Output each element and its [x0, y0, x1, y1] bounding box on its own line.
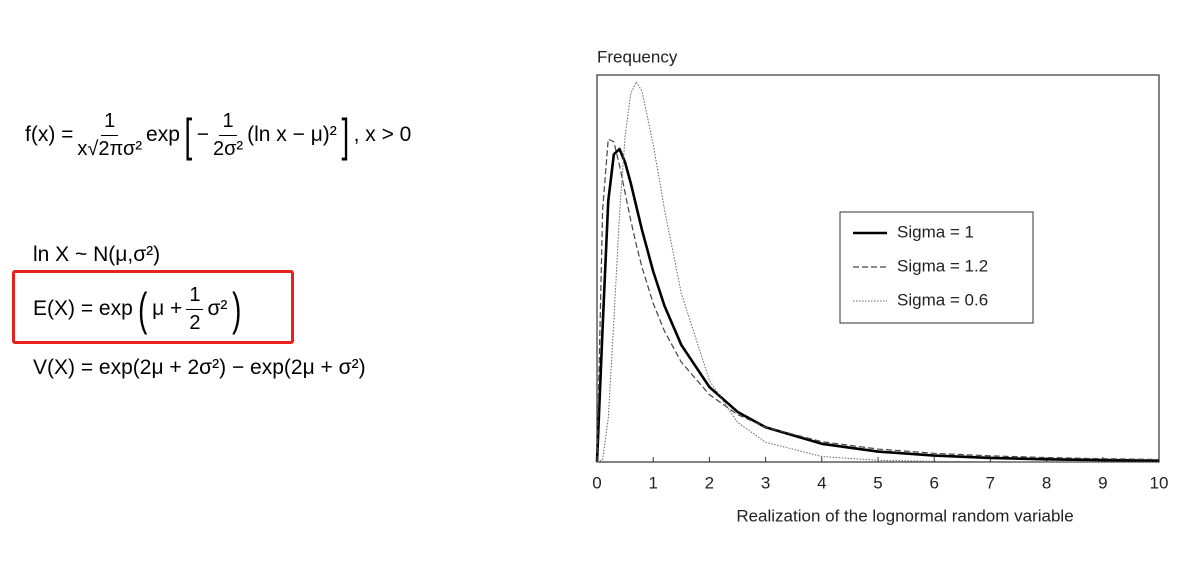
- fraction: 1 x√2πσ²: [77, 110, 142, 161]
- series-line: [596, 138, 1160, 463]
- legend-label: Sigma = 1: [897, 222, 974, 241]
- x-tick-label: 5: [873, 473, 882, 492]
- x-tick-label: 3: [761, 473, 770, 492]
- x-tick-label: 2: [705, 473, 714, 492]
- text: 1: [101, 110, 119, 136]
- series-line: [596, 81, 1160, 463]
- text: 2: [189, 311, 201, 334]
- var-formula: V(X) = exp(2μ + 2σ²) − exp(2μ + σ²): [33, 356, 366, 379]
- text: σ²: [207, 297, 228, 320]
- legend-label: Sigma = 0.6: [897, 290, 988, 309]
- x-tick-label: 0: [592, 473, 601, 492]
- bracket: ]: [341, 109, 350, 161]
- text: , x > 0: [353, 123, 412, 146]
- x-tick-label: 9: [1098, 473, 1107, 492]
- text: x√2πσ²: [77, 137, 143, 160]
- text: (ln x − μ)²: [247, 123, 337, 146]
- text: −: [196, 123, 209, 146]
- x-tick-label: 6: [929, 473, 938, 492]
- fraction: 1 2σ²: [213, 110, 243, 161]
- text: 1: [219, 110, 237, 136]
- pdf-formula: f(x) = 1 x√2πσ² exp [ − 1 2σ² (ln x − μ)² …: [25, 108, 411, 162]
- text: E(X) = exp: [33, 297, 133, 320]
- y-axis-label: Frequency: [597, 47, 678, 66]
- text: μ +: [152, 297, 183, 320]
- dist-formula: ln X ~ N(μ,σ²): [33, 243, 161, 266]
- x-tick-label: 8: [1042, 473, 1051, 492]
- x-axis-label: Realization of the lognormal random vari…: [736, 506, 1073, 525]
- bracket: (: [137, 283, 148, 335]
- text: 2σ²: [212, 137, 244, 160]
- x-tick-label: 4: [817, 473, 826, 492]
- x-tick-label: 10: [1150, 473, 1169, 492]
- legend-label: Sigma = 1.2: [897, 256, 988, 275]
- bracket: [: [184, 109, 193, 161]
- text: f(x) =: [25, 123, 74, 146]
- x-tick-label: 1: [648, 473, 657, 492]
- x-tick-label: 7: [986, 473, 995, 492]
- highlight-box: [12, 270, 294, 344]
- series-line: [595, 147, 1160, 463]
- bracket: ): [232, 283, 242, 335]
- text: 1: [186, 284, 204, 310]
- text: exp: [146, 123, 180, 146]
